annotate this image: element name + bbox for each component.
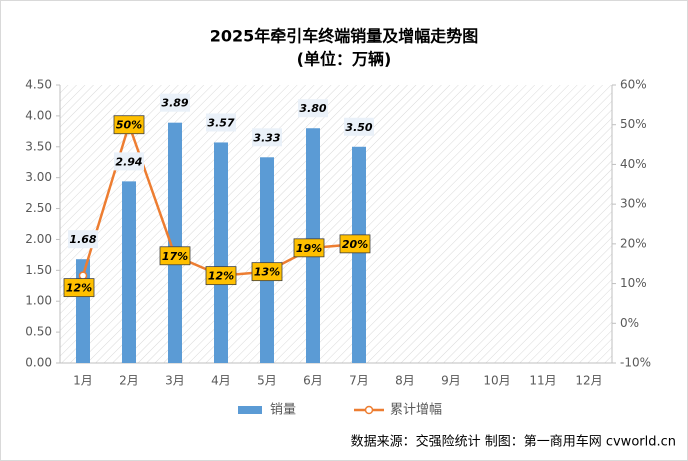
data-label: 2.94 xyxy=(115,155,142,168)
chart-subtitle: (单位：万辆) xyxy=(297,50,392,69)
x-tick-label: 10月 xyxy=(483,374,510,388)
x-tick-label: 8月 xyxy=(395,374,415,388)
y-tick-label: 4.50 xyxy=(25,78,52,92)
bar xyxy=(122,181,136,363)
y-tick-label: 4.00 xyxy=(25,108,52,122)
y2-tick-label: 30% xyxy=(620,197,647,211)
y-tick-label: 3.50 xyxy=(25,139,52,153)
data-label: 3.33 xyxy=(253,131,280,144)
data-label-box xyxy=(298,99,328,118)
data-label-box xyxy=(205,266,237,286)
y-tick-label: 2.50 xyxy=(25,201,52,215)
y-tick-label: 0.50 xyxy=(25,325,52,339)
data-label-box xyxy=(159,246,191,266)
data-label: 17% xyxy=(162,250,188,263)
bar xyxy=(352,146,366,363)
x-tick-label: 1月 xyxy=(73,374,93,388)
data-label-box xyxy=(252,128,282,147)
y2-tick-label: 40% xyxy=(620,157,647,171)
plot-area xyxy=(60,85,612,363)
data-label: 19% xyxy=(296,242,322,255)
x-tick-label: 11月 xyxy=(529,374,556,388)
source-note: 数据来源：交强险统计 制图：第一商用车网 cvworld.cn xyxy=(351,434,676,450)
legend-marker xyxy=(364,405,374,415)
line-marker xyxy=(78,271,88,280)
x-tick-label: 4月 xyxy=(211,374,231,388)
legend-label: 累计增幅 xyxy=(390,403,442,418)
x-tick-label: 12月 xyxy=(575,374,602,388)
y2-tick-label: 20% xyxy=(620,236,647,250)
legend-label: 销量 xyxy=(270,403,296,418)
data-label: 12% xyxy=(66,282,92,295)
bar xyxy=(168,122,182,363)
y2-tick-label: 60% xyxy=(620,78,647,92)
data-label: 12% xyxy=(208,270,234,283)
data-label: 3.80 xyxy=(299,102,326,115)
y2-tick-label: -10% xyxy=(620,356,651,370)
data-label-box xyxy=(113,115,145,135)
x-tick-label: 6月 xyxy=(303,374,323,388)
data-label-box xyxy=(206,113,236,132)
y-tick-label: 3.00 xyxy=(25,170,52,184)
data-label-box xyxy=(293,238,325,258)
data-label: 13% xyxy=(254,266,280,279)
data-label: 50% xyxy=(116,119,142,132)
data-label: 20% xyxy=(342,238,368,251)
bar xyxy=(260,157,274,363)
x-tick-label: 5月 xyxy=(257,374,277,388)
data-label-box xyxy=(344,117,374,136)
data-label-box xyxy=(68,230,98,249)
data-label: 3.57 xyxy=(207,116,234,129)
data-label: 3.50 xyxy=(345,121,372,134)
data-label-box xyxy=(251,262,283,282)
y-tick-label: 0.00 xyxy=(25,356,52,370)
y2-tick-label: 50% xyxy=(620,117,647,131)
x-tick-label: 3月 xyxy=(165,374,185,388)
data-label-box xyxy=(339,234,371,254)
data-label: 1.68 xyxy=(69,233,96,246)
y-tick-label: 1.00 xyxy=(25,294,52,308)
x-tick-label: 2月 xyxy=(119,374,139,388)
data-label-box xyxy=(160,93,190,112)
data-label-box xyxy=(63,278,95,298)
y2-tick-label: 0% xyxy=(620,316,639,330)
y-tick-label: 1.50 xyxy=(25,263,52,277)
y-tick-label: 2.00 xyxy=(25,232,52,246)
legend-swatch xyxy=(238,406,262,414)
data-label: 3.89 xyxy=(161,97,188,110)
bar xyxy=(214,142,228,363)
x-tick-label: 7月 xyxy=(349,374,369,388)
y2-tick-label: 10% xyxy=(620,276,647,290)
data-label-box xyxy=(114,152,144,171)
x-tick-label: 9月 xyxy=(441,374,461,388)
chart-title: 2025年牵引车终端销量及增幅走势图 xyxy=(210,27,479,46)
